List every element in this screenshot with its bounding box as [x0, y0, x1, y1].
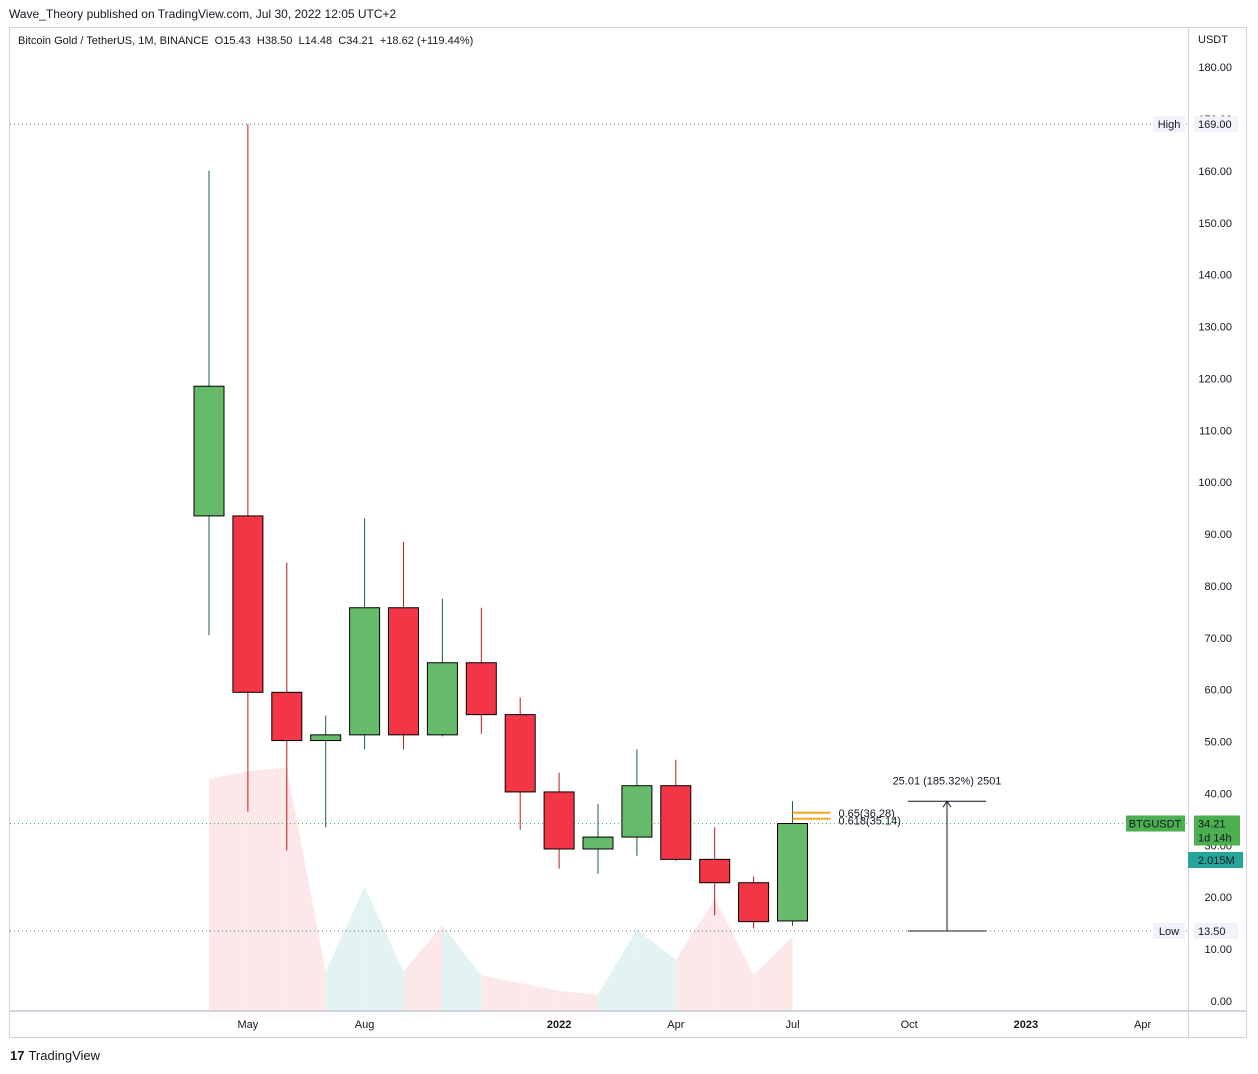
x-tick-label: May [238, 1019, 259, 1031]
symbol-legend[interactable]: Bitcoin Gold / TetherUS, 1M, BINANCE O15… [18, 35, 473, 47]
y-tick-label: 90.00 [1204, 529, 1232, 541]
legend-change: +18.62 (+119.44%) [379, 35, 474, 47]
y-tick-label: 130.00 [1198, 322, 1232, 334]
y-tick-label: 80.00 [1204, 581, 1232, 593]
volume-area-segment [636, 929, 676, 1010]
y-tick-label: 10.00 [1204, 944, 1232, 956]
last-price-tag-value: 34.21 [1198, 819, 1226, 831]
candle-body [310, 734, 342, 742]
y-tick-label: 180.00 [1198, 62, 1232, 74]
candle-body [349, 607, 381, 736]
y-tick-label: 40.00 [1204, 788, 1232, 800]
y-tick-label: 60.00 [1204, 685, 1232, 697]
high-tag-value: 169.00 [1198, 119, 1232, 131]
candle-body [465, 662, 497, 716]
low-tag-value-bg [1194, 922, 1238, 939]
candle-body [660, 785, 692, 860]
high-tag-value-bg [1194, 116, 1238, 133]
y-tick-label: 70.00 [1204, 633, 1232, 645]
bar-countdown: 1d 14h [1198, 833, 1232, 845]
volume-area-segment [675, 898, 715, 1010]
x-tick-label: Apr [667, 1019, 684, 1031]
candle-body [738, 882, 770, 923]
volume-area-segment [442, 925, 482, 1010]
publisher-caption: Wave_Theory published on TradingView.com… [9, 7, 397, 21]
price-axis-divider [1188, 27, 1189, 1037]
x-tick-label: Oct [901, 1019, 918, 1031]
volume-area-segment [209, 771, 248, 1010]
y-tick-label: 120.00 [1198, 373, 1232, 385]
candle-body [621, 785, 653, 838]
candle-body [699, 858, 731, 884]
y-tick-label: 160.00 [1198, 166, 1232, 178]
x-tick-label: Jul [785, 1019, 799, 1031]
candle-body [582, 836, 614, 850]
fib-level-label: 0.618(35.14) [839, 816, 901, 828]
y-tick-label: 150.00 [1198, 218, 1232, 230]
volume-area-segment [753, 936, 793, 1010]
volume-area-segment [403, 925, 443, 1010]
volume-area-segment [481, 975, 521, 1010]
time-axis-frame [9, 1011, 1247, 1038]
volume-tag-value: 2.015M [1198, 855, 1235, 867]
low-tag-label: Low [1159, 926, 1179, 938]
legend-low: L14.48 [298, 35, 333, 47]
candle-body [543, 791, 575, 850]
x-tick-label: 2022 [547, 1019, 571, 1031]
price-unit-label: USDT [1198, 34, 1228, 46]
low-tag-label-bg [1153, 922, 1185, 939]
candle-body [777, 823, 808, 922]
candle-body [388, 607, 419, 736]
symbol-name: Bitcoin Gold / TetherUS, 1M, BINANCE [18, 35, 209, 47]
x-tick-label: Apr [1134, 1019, 1151, 1031]
volume-area-segment [247, 767, 287, 1010]
candle-body [271, 691, 303, 742]
x-tick-label: Aug [355, 1019, 375, 1031]
legend-close: C34.21 [338, 35, 374, 47]
y-tick-label: 0.00 [1211, 996, 1232, 1008]
low-tag-value: 13.50 [1198, 926, 1226, 938]
time-axis-divider [9, 1011, 1247, 1012]
x-tick-label: 2023 [1014, 1019, 1038, 1031]
tradingview-logo-icon: 17 [10, 1048, 25, 1063]
legend-open: O15.43 [214, 35, 251, 47]
symbol-tag-bg [1126, 815, 1185, 832]
volume-area-segment [364, 886, 404, 1010]
y-tick-label: 140.00 [1198, 270, 1232, 282]
candle-body [426, 662, 458, 736]
tradingview-brand: TradingView [28, 1048, 101, 1063]
volume-area-segment [559, 990, 598, 1010]
symbol-tag-label: BTGUSDT [1129, 819, 1182, 831]
candle-body [504, 714, 536, 793]
volume-area-segment [325, 886, 365, 1010]
y-tick-label: 100.00 [1198, 477, 1232, 489]
y-tick-label: 20.00 [1204, 892, 1232, 904]
measure-arrow-head [942, 800, 952, 808]
fib-level-label: 0.65(36.28) [839, 808, 895, 820]
y-tick-label: 50.00 [1204, 737, 1232, 749]
volume-tag-bg [1188, 852, 1243, 868]
legend-high: H38.50 [256, 35, 293, 47]
candle-body [193, 385, 225, 517]
candle-body [232, 515, 264, 693]
volume-area-segment [714, 898, 754, 1010]
volume-area-segment [520, 983, 560, 1010]
y-tick-label: 110.00 [1199, 425, 1232, 437]
measure-label: 25.01 (185.32%) 2501 [893, 775, 1002, 787]
volume-area-segment [286, 767, 326, 1010]
last-price-tag-bg [1194, 815, 1240, 846]
tradingview-logo[interactable]: 17 TradingView [10, 1048, 100, 1063]
chart-frame [9, 27, 1247, 1011]
volume-area-segment [598, 929, 637, 1010]
high-tag-label: High [1158, 119, 1181, 131]
high-tag-label-bg [1153, 116, 1185, 133]
